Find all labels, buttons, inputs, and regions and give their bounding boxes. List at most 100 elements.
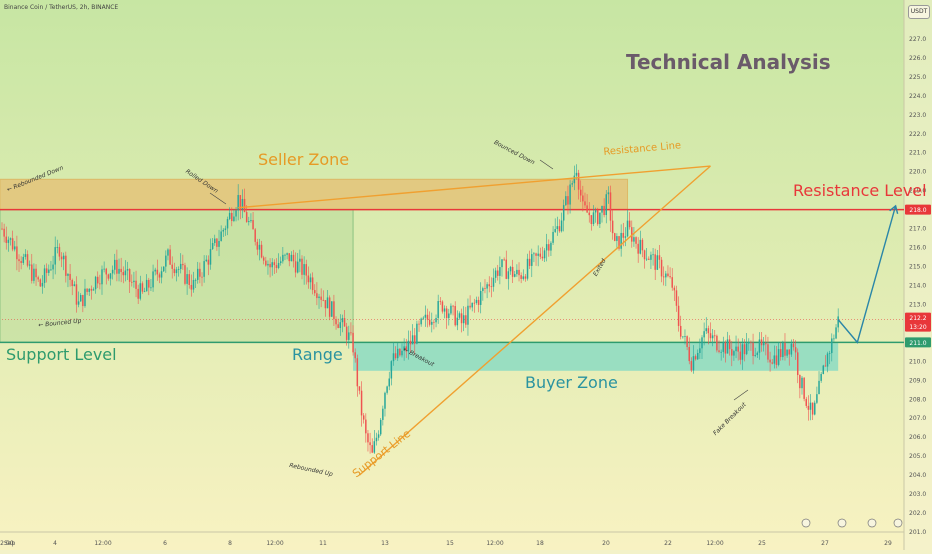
candle-body [469,305,471,308]
candle-body [39,279,42,287]
candle-body [820,373,822,381]
candle-body [220,231,222,241]
candle-body [365,419,367,434]
candle-body [97,276,99,284]
countdown-tag-bg [905,321,931,332]
candle-body [497,270,499,276]
candle-body [269,263,271,268]
candle-body [450,305,452,314]
candle-body [150,287,152,289]
candle-body [171,264,173,269]
candle-body [7,239,10,243]
x-tick-label: 12:00 [94,540,111,547]
candle-body [139,283,142,299]
x-tick-label: 12:00 [266,540,283,547]
candle-body [201,276,203,278]
candle-body [388,378,390,387]
candle-body [128,269,131,282]
y-tick-label: 207.0 [909,415,926,422]
candle-body [711,335,714,339]
candle-body [545,244,548,251]
candle-body [507,271,510,279]
candle-body [482,288,484,292]
price-axis-panel [904,0,932,550]
x-tick-label: 8 [228,540,232,547]
candle-body [299,258,301,262]
x-tick-label: 12:00 [486,540,503,547]
candle-body [518,269,520,276]
x-tick-label: 12:00 [706,540,723,547]
candle-body [784,342,786,356]
candle-body [24,254,27,257]
candle-body [358,386,361,391]
candle-body [462,315,465,324]
candle-body [135,280,137,289]
candle-body [667,273,669,277]
y-tick-label: 204.0 [909,472,926,479]
candle-body [394,353,397,359]
candle-body [558,226,561,232]
candle-body [484,288,486,289]
candle-body [116,259,118,274]
candle-body [588,212,590,216]
candle-body [479,291,482,305]
candle-body [382,408,384,420]
candle-body [320,296,322,300]
candle-body [465,315,467,325]
candle-body [488,284,490,287]
candle-body [775,355,778,365]
candle-body [199,268,201,277]
currency-badge[interactable]: USDT [908,5,930,19]
candle-body [786,349,788,356]
candle-body [369,442,371,446]
candle-body [88,288,90,292]
candle-body [743,344,746,355]
candle-body [262,257,265,261]
candle-body [341,318,344,323]
candle-body [735,346,737,352]
y-tick-label: 201.0 [909,529,926,536]
candle-body [675,290,678,306]
candle-body [605,194,607,216]
candle-body [616,236,618,241]
candle-body [48,269,50,273]
candle-body [539,253,542,257]
seller-zone-box [0,178,629,211]
y-tick-label: 214.0 [909,282,926,289]
candle-body [528,258,531,266]
candle-body [294,261,297,273]
y-tick-label: 225.0 [909,74,926,81]
candle-body [148,279,150,288]
y-tick-label: 222.0 [909,131,926,138]
candle-body [573,175,576,184]
candle-body [203,261,205,277]
candle-body [267,263,269,266]
candle-body [579,189,582,196]
candle-body [9,238,12,240]
candle-body [569,184,571,205]
candle-body [505,259,507,279]
candle-body [777,349,780,365]
candle-body [322,299,325,301]
candle-body [494,270,497,278]
candle-body [797,352,799,376]
candle-body [731,349,733,356]
candle-body [420,318,422,325]
candle-body [718,350,720,352]
candle-body [756,352,759,355]
candle-body [235,210,237,217]
candle-body [190,284,193,290]
candle-body [373,441,376,453]
candle-body [699,348,701,353]
candle-body [565,196,567,206]
candle-body [131,281,133,283]
candle-body [554,229,556,232]
candle-body [303,264,305,275]
candle-body [448,313,450,319]
candle-body [73,284,76,287]
candle-body [224,228,227,230]
candle-body [773,355,776,364]
candle-body [571,183,573,185]
